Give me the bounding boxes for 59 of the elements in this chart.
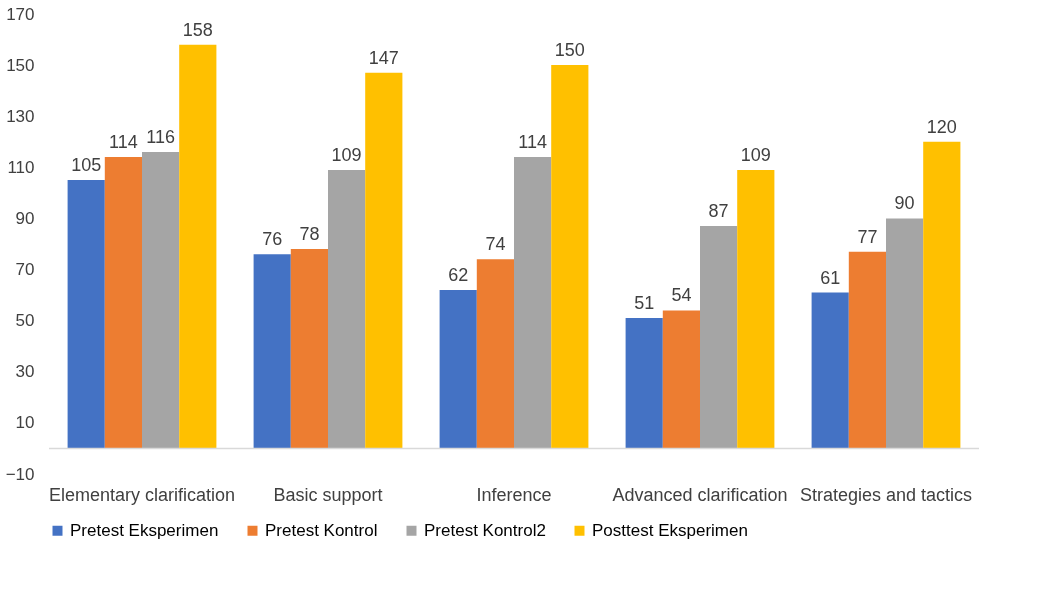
- data-label: 77: [857, 226, 878, 247]
- bar: [104, 157, 142, 449]
- x-tick-label: Strategies and tactics: [799, 484, 973, 505]
- bar: [328, 169, 366, 449]
- data-label: 114: [109, 132, 138, 153]
- bar: [886, 218, 924, 449]
- y-tick-label: 130: [6, 106, 35, 126]
- bar: [476, 259, 514, 449]
- x-tick-label: Basic support: [273, 484, 383, 505]
- data-label: 51: [634, 293, 655, 314]
- legend-label: Posttest Eksperimen: [592, 520, 748, 540]
- bar: [253, 254, 291, 449]
- data-label: 158: [182, 19, 213, 40]
- data-label: 90: [894, 193, 915, 214]
- bar: [811, 292, 849, 449]
- y-tick-label: 10: [15, 413, 35, 433]
- data-label: 62: [448, 265, 469, 285]
- bar: [848, 251, 886, 449]
- legend-label: Pretest Kontrol2: [424, 520, 546, 540]
- legend-label: Pretest Eksperimen: [70, 520, 219, 540]
- y-tick-label: 150: [6, 55, 35, 75]
- data-label: 109: [740, 144, 771, 165]
- legend-label: Pretest Kontrol: [265, 520, 378, 540]
- data-label: 87: [708, 201, 729, 222]
- data-label: 76: [262, 229, 283, 250]
- y-tick-label: −10: [5, 464, 35, 484]
- data-label: 74: [485, 234, 506, 255]
- data-label: 109: [331, 144, 362, 165]
- bar: [662, 310, 700, 449]
- x-tick-label: Inference: [476, 484, 552, 505]
- bar: [365, 72, 403, 449]
- x-tick-label: Elementary clarification: [48, 484, 236, 505]
- bar: [290, 249, 328, 449]
- data-label: 78: [299, 224, 320, 245]
- bar: [179, 44, 217, 449]
- data-label: 116: [146, 127, 175, 147]
- bar: [700, 226, 738, 449]
- bar: [514, 157, 552, 449]
- bar: [142, 152, 180, 449]
- y-tick-label: 70: [15, 260, 35, 280]
- data-label: 114: [518, 132, 547, 153]
- data-label: 120: [926, 116, 957, 137]
- bar: [439, 290, 477, 449]
- data-label: 54: [671, 285, 692, 306]
- y-tick-label: 50: [15, 311, 35, 331]
- y-tick-label: 170: [6, 4, 35, 24]
- y-tick-label: 90: [15, 208, 35, 228]
- bar: [551, 65, 589, 449]
- bar: [67, 180, 105, 449]
- x-tick-label: Advanced clarification: [612, 484, 788, 505]
- data-label: 150: [554, 40, 585, 61]
- y-tick-label: 110: [7, 157, 35, 177]
- bar: [625, 318, 663, 449]
- bar: [923, 141, 961, 449]
- data-label: 147: [368, 47, 399, 68]
- data-label: 105: [71, 155, 102, 176]
- y-tick-label: 30: [15, 362, 35, 382]
- bar: [737, 169, 775, 449]
- data-label: 61: [820, 267, 841, 288]
